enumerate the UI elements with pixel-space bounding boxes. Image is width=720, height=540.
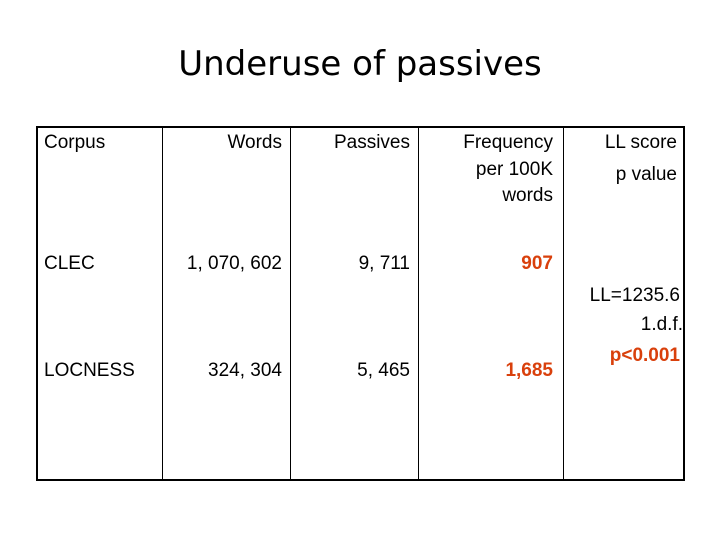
column-header: p value — [615, 164, 677, 185]
column-header: words — [502, 185, 553, 206]
column-header: Frequency — [463, 132, 553, 153]
cell: 1,685 — [505, 360, 553, 381]
slide-title: Underuse of passives — [178, 44, 542, 84]
column-divider — [418, 126, 419, 481]
row-label: LOCNESS — [44, 360, 135, 381]
ll-result: p<0.001 — [609, 345, 680, 366]
column-header: Words — [227, 132, 282, 153]
column-divider — [563, 126, 564, 481]
row-label: CLEC — [44, 253, 95, 274]
column-header: Corpus — [44, 132, 106, 153]
cell: 9, 711 — [358, 253, 410, 274]
column-divider — [290, 126, 291, 481]
ll-result: LL=1235.6 — [589, 285, 680, 306]
ll-result: 1.d.f. — [640, 314, 683, 335]
cell: 907 — [521, 253, 553, 274]
cell: 324, 304 — [208, 360, 282, 381]
cell: 1, 070, 602 — [186, 253, 282, 274]
table-border — [36, 126, 685, 481]
column-divider — [162, 126, 163, 481]
cell: 5, 465 — [357, 360, 410, 381]
column-header: per 100K — [475, 159, 553, 180]
column-header: Passives — [333, 132, 410, 153]
column-header: LL score — [604, 132, 677, 153]
